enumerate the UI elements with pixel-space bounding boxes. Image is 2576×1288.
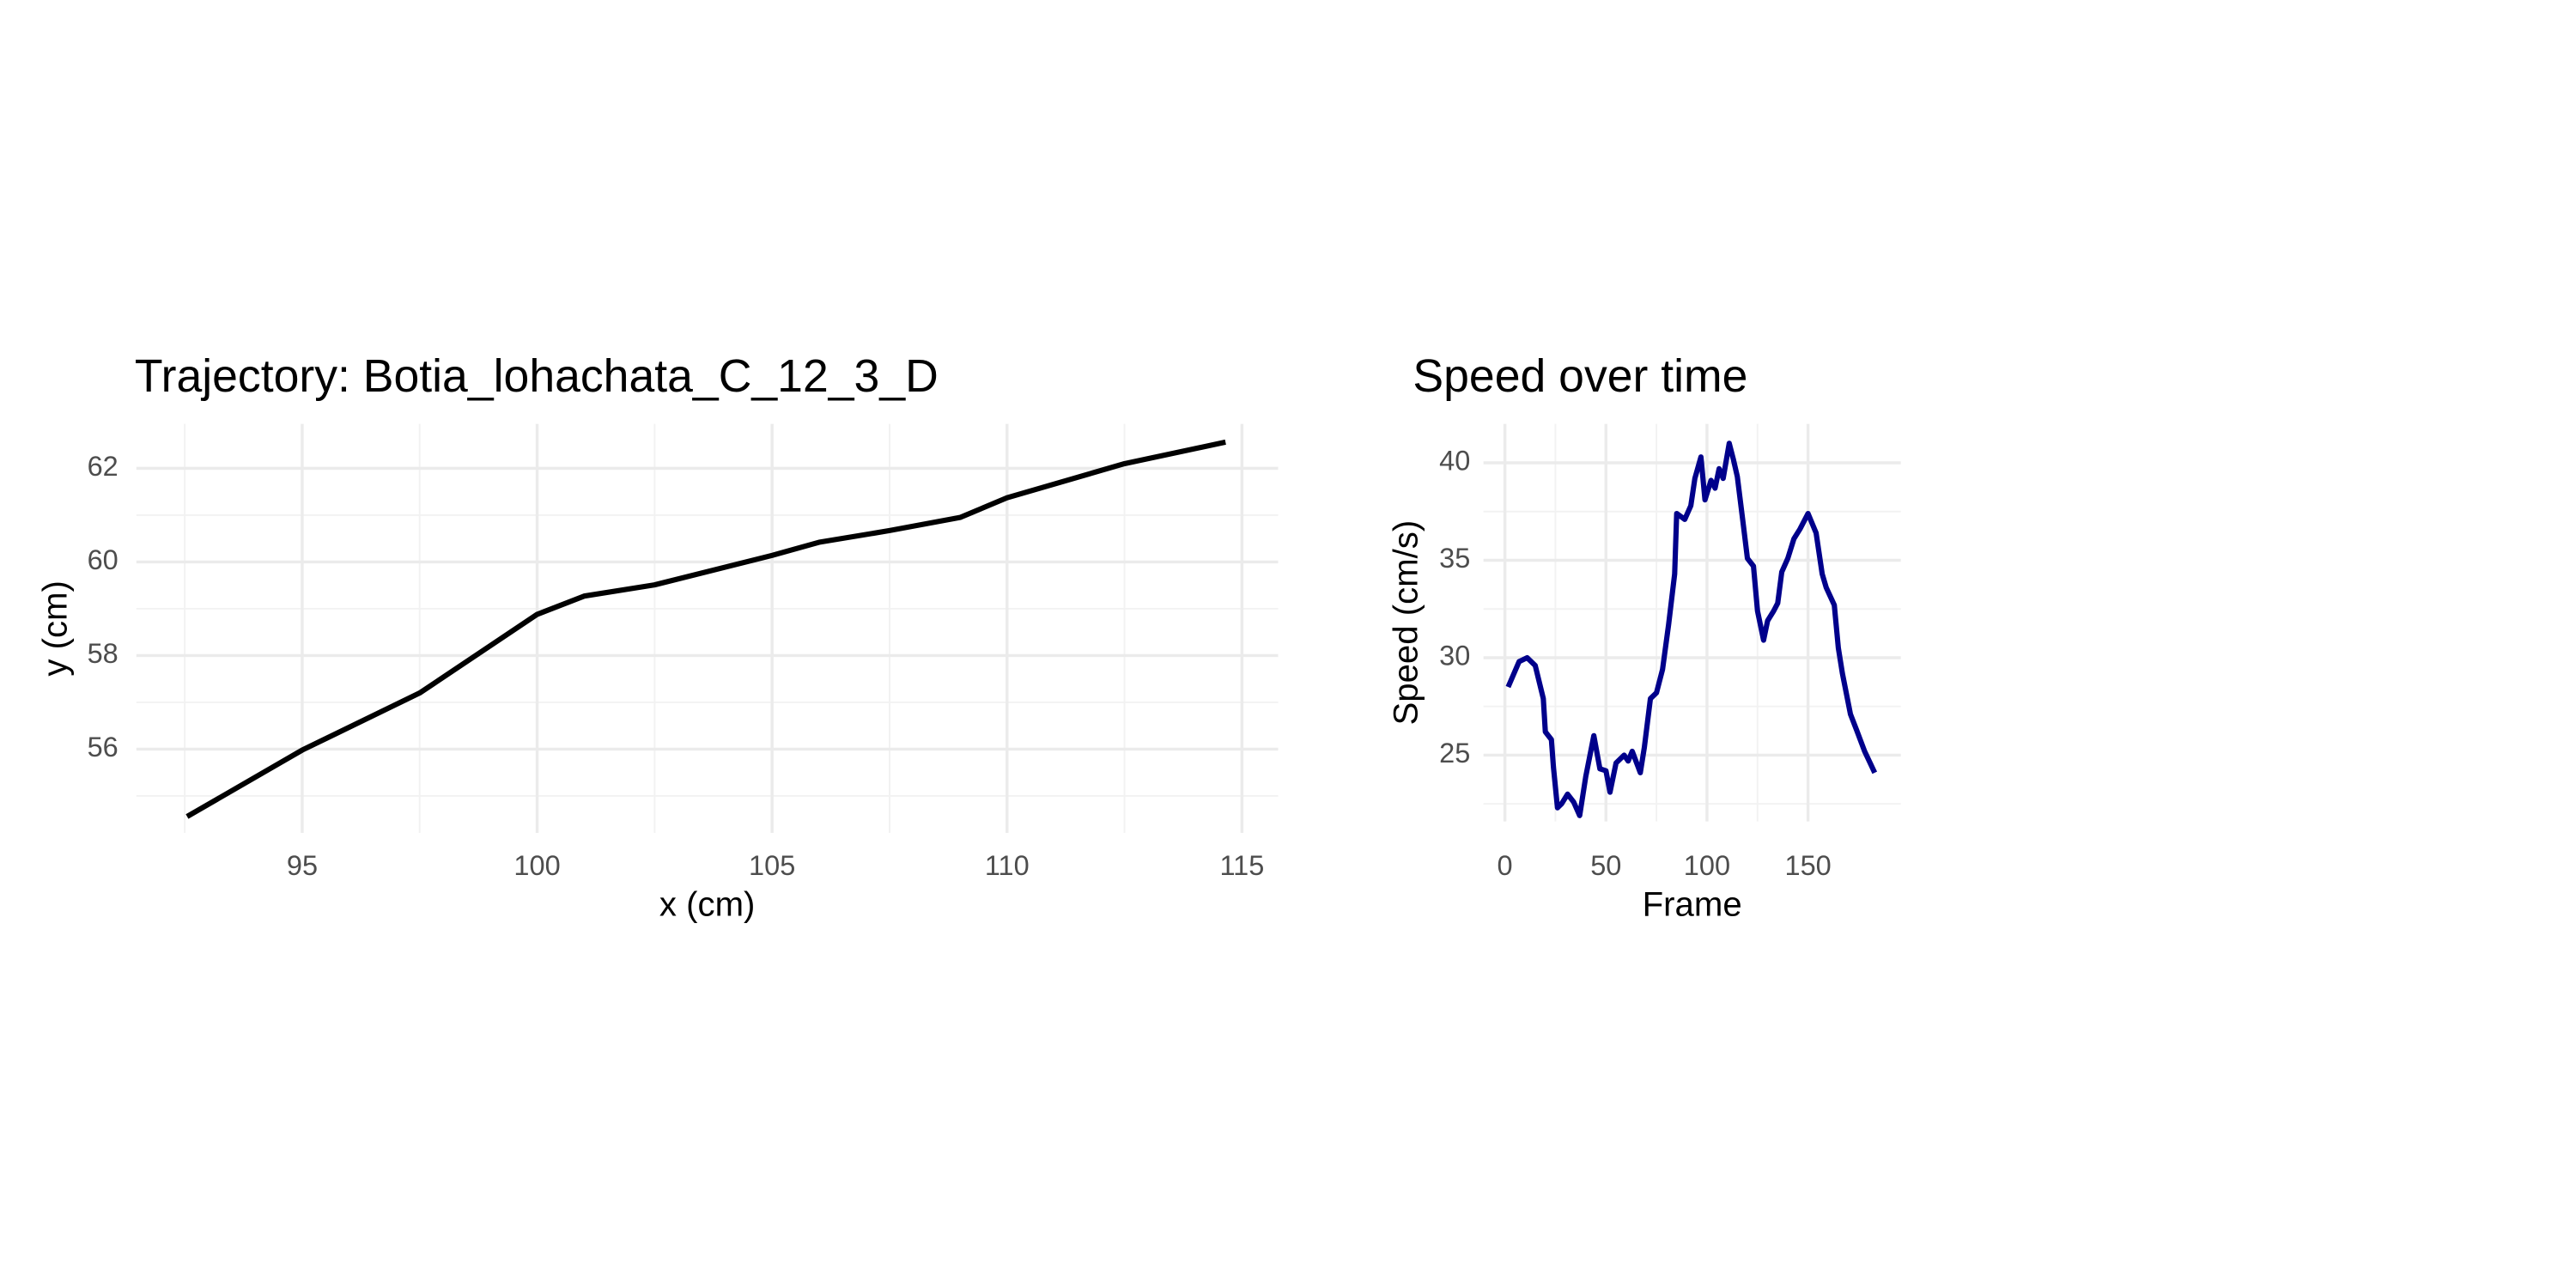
data-line [1505, 440, 1878, 818]
y-tick-label: 56 [88, 732, 118, 762]
x-tick-label: 95 [287, 850, 318, 881]
y-axis-label: y (cm) [36, 580, 75, 677]
y-tick-label: 25 [1439, 738, 1470, 769]
y-tick-label: 35 [1439, 543, 1470, 574]
x-axis-label: x (cm) [659, 885, 756, 924]
x-tick-label: 105 [749, 850, 795, 881]
y-tick-label: 30 [1439, 641, 1470, 671]
x-tick-label: 100 [1684, 850, 1730, 881]
chart-title: Speed over time [1413, 351, 1747, 402]
x-tick-label: 115 [1219, 850, 1264, 881]
y-tick-label: 62 [88, 451, 118, 482]
chart-title: Trajectory: Botia_lohachata_C_12_3_D [135, 351, 939, 402]
x-tick-label: 110 [985, 850, 1030, 881]
data-line [185, 439, 1226, 819]
x-axis-label: Frame [1643, 885, 1742, 924]
y-tick-label: 60 [88, 544, 118, 575]
x-tick-label: 50 [1590, 850, 1621, 881]
x-tick-label: 100 [513, 850, 560, 881]
y-tick-label: 40 [1439, 446, 1470, 477]
y-axis-label: Speed (cm/s) [1386, 520, 1425, 726]
x-tick-label: 0 [1498, 850, 1513, 881]
x-tick-label: 150 [1784, 850, 1831, 881]
y-tick-label: 58 [88, 638, 118, 669]
